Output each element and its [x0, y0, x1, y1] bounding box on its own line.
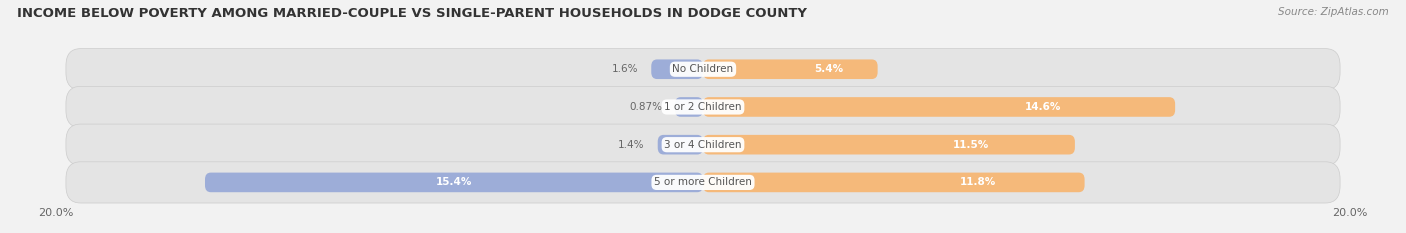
Text: 15.4%: 15.4% [436, 177, 472, 187]
Text: 1.4%: 1.4% [619, 140, 645, 150]
FancyBboxPatch shape [66, 124, 1340, 165]
Text: INCOME BELOW POVERTY AMONG MARRIED-COUPLE VS SINGLE-PARENT HOUSEHOLDS IN DODGE C: INCOME BELOW POVERTY AMONG MARRIED-COUPL… [17, 7, 807, 20]
FancyBboxPatch shape [66, 86, 1340, 127]
FancyBboxPatch shape [703, 135, 1076, 154]
FancyBboxPatch shape [703, 97, 1175, 117]
Text: 3 or 4 Children: 3 or 4 Children [664, 140, 742, 150]
FancyBboxPatch shape [66, 49, 1340, 90]
FancyBboxPatch shape [66, 162, 1340, 203]
Text: 11.8%: 11.8% [960, 177, 995, 187]
FancyBboxPatch shape [658, 135, 703, 154]
FancyBboxPatch shape [651, 59, 703, 79]
Text: 1.6%: 1.6% [612, 64, 638, 74]
Text: 1 or 2 Children: 1 or 2 Children [664, 102, 742, 112]
FancyBboxPatch shape [703, 173, 1084, 192]
Text: 14.6%: 14.6% [1025, 102, 1062, 112]
Text: 5 or more Children: 5 or more Children [654, 177, 752, 187]
FancyBboxPatch shape [205, 173, 703, 192]
Text: 11.5%: 11.5% [953, 140, 988, 150]
Text: 5.4%: 5.4% [814, 64, 844, 74]
Text: No Children: No Children [672, 64, 734, 74]
FancyBboxPatch shape [703, 59, 877, 79]
Text: Source: ZipAtlas.com: Source: ZipAtlas.com [1278, 7, 1389, 17]
Text: 0.87%: 0.87% [628, 102, 662, 112]
FancyBboxPatch shape [675, 97, 703, 117]
